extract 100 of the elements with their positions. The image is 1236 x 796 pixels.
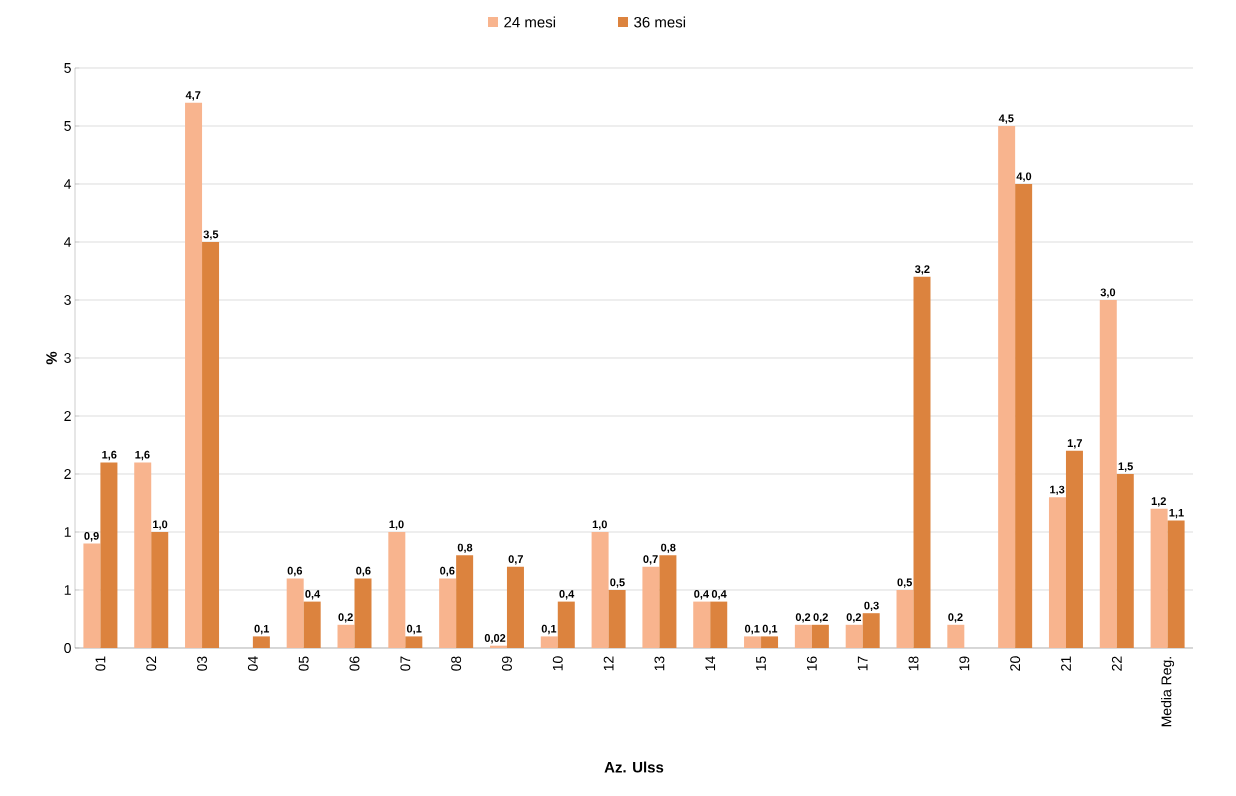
data-label: 1,0 [389, 520, 404, 530]
bar [202, 242, 220, 648]
x-tick-label: 08 [451, 656, 462, 671]
bar [1015, 184, 1033, 648]
data-label: 0,4 [305, 590, 321, 600]
bar [252, 636, 270, 648]
x-tick-label: 07 [400, 656, 411, 671]
x-tick-label: 13 [654, 656, 665, 671]
data-label: 1,0 [153, 520, 168, 530]
x-tick-label: 19 [959, 656, 970, 671]
bar [1167, 520, 1185, 648]
data-label: 0,7 [508, 555, 523, 565]
bar [303, 601, 321, 648]
data-label: 1,5 [1118, 462, 1133, 472]
x-tick-label: 06 [349, 656, 360, 671]
bar [811, 624, 829, 648]
bar [83, 543, 101, 648]
bar [354, 578, 372, 648]
x-tick-label: 05 [298, 656, 309, 671]
bar [642, 566, 660, 648]
data-label: 0,7 [643, 555, 658, 565]
x-tick-label: 22 [1111, 656, 1122, 671]
data-label: 0,2 [846, 613, 862, 623]
data-label: 0,2 [338, 613, 353, 623]
bar [845, 624, 863, 648]
data-label: 0,2 [795, 613, 811, 623]
data-label: 0,6 [356, 566, 371, 577]
bar [506, 566, 524, 648]
bar [710, 601, 728, 648]
bar [693, 601, 711, 648]
y-tick-label: 3 [64, 353, 71, 363]
data-label: 0,3 [864, 601, 879, 612]
bar [557, 601, 575, 648]
bar [405, 636, 423, 648]
bar [591, 532, 609, 648]
x-tick-label: 12 [603, 656, 614, 671]
y-tick-label: 5 [64, 121, 71, 131]
bar [540, 636, 558, 648]
bar [439, 578, 457, 648]
data-label: 4,0 [1016, 172, 1032, 182]
data-label: 1,1 [1169, 508, 1184, 519]
data-label: 0,9 [84, 532, 99, 542]
data-label: 0,1 [745, 624, 760, 635]
data-label: 0,8 [661, 543, 676, 554]
bar [286, 578, 304, 648]
bar [913, 276, 931, 648]
x-tick-label: 15 [756, 656, 766, 671]
y-tick-label: 2 [64, 469, 71, 479]
data-label: 0,6 [440, 566, 455, 577]
y-tick-label: 1 [64, 527, 71, 537]
data-label: 0,5 [610, 578, 625, 588]
bar [134, 462, 152, 648]
data-label: 0,2 [948, 613, 963, 623]
data-label: 0,1 [254, 624, 270, 635]
data-label: 0,6 [287, 566, 303, 577]
data-label: 1,0 [592, 520, 607, 530]
data-label: 0,8 [457, 543, 473, 554]
y-tick-label: 1 [64, 585, 71, 595]
x-tick-label: 20 [1010, 656, 1021, 671]
bar [947, 624, 965, 648]
bar [1150, 508, 1168, 648]
legend-label: 24 mesi [504, 16, 556, 28]
legend-label: 36 mesi [634, 16, 686, 28]
bar [151, 532, 169, 648]
bar [1048, 497, 1066, 648]
x-tick-label: 02 [146, 656, 157, 671]
y-tick-label: 3 [64, 295, 71, 305]
x-tick-label: 09 [501, 656, 512, 671]
data-label: 0,02 [484, 634, 506, 644]
bar [388, 532, 406, 648]
x-tick-label: 18 [908, 656, 919, 671]
bar [1065, 450, 1083, 648]
data-label: 0,4 [694, 590, 709, 600]
data-label: 3,0 [1100, 288, 1116, 298]
x-tick-label: 10 [552, 656, 563, 671]
data-label: 1,7 [1067, 439, 1082, 449]
data-label: 1,6 [102, 450, 117, 461]
data-label: 0,4 [559, 590, 575, 600]
bar [761, 636, 779, 648]
y-tick-label: 2 [64, 411, 71, 421]
bar [337, 624, 355, 648]
data-label: 3,5 [203, 230, 219, 240]
data-label: 4,7 [185, 91, 201, 101]
y-axis-title: % [46, 351, 57, 365]
data-label: 0,5 [897, 578, 912, 588]
x-axis-title: Az. Ulss [604, 761, 664, 773]
data-label: 0,1 [762, 624, 778, 635]
y-tick-label: 0 [64, 643, 71, 653]
x-tick-label: 21 [1061, 656, 1071, 671]
bar [998, 126, 1016, 648]
x-tick-label: 16 [806, 656, 817, 671]
data-label: 0,1 [406, 624, 422, 635]
y-tick-label: 5 [64, 63, 71, 73]
data-label: 1,3 [1050, 485, 1065, 496]
x-tick-label: Media Reg. [1161, 657, 1175, 727]
x-tick-label: 03 [197, 656, 208, 671]
bar [1116, 474, 1134, 648]
bar [1099, 300, 1117, 648]
x-tick-label: 17 [857, 656, 868, 671]
data-label: 1,2 [1151, 497, 1166, 507]
